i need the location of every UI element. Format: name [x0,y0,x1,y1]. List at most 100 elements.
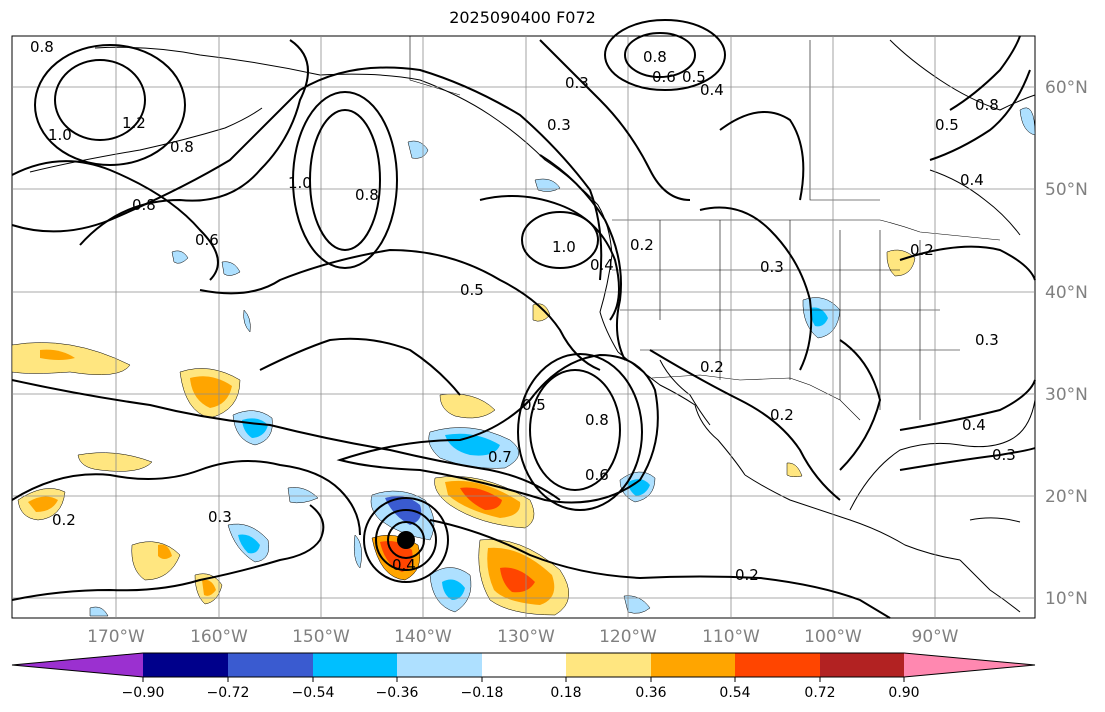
contour-line [539,154,626,361]
contour-label: 0.3 [547,116,571,134]
contour-line [839,339,882,471]
colorbar-segment [397,653,482,677]
contour-label: 0.3 [760,258,784,276]
contour-line [11,66,603,281]
anomaly-patch [534,178,561,192]
contour-line [539,39,691,201]
contour-label: 0.2 [630,236,654,254]
contour-label: 0.8 [355,186,379,204]
contour-line [11,160,219,281]
contour-label: 0.4 [700,81,724,99]
contour-label: 1.2 [122,114,146,132]
contour-line [699,206,813,371]
border-canada-north [809,40,880,201]
contour-label: 0.2 [52,511,76,529]
colorbar-tick-label: −0.36 [376,685,419,701]
longitude-label: 120°W [599,627,657,647]
coastline-canada-east [889,39,1036,111]
anomaly-patch [28,496,58,512]
coastline-mexico [744,474,961,561]
contour-label: 0.4 [962,416,986,434]
coastline-gulf [849,399,1036,511]
colorbar-tick-label: 0.18 [550,685,581,701]
contour-line [949,35,1021,111]
coastline-central-america [959,559,1021,613]
anomaly-patch [623,595,651,614]
contour-label: 0.8 [643,48,667,66]
contour-line [624,32,696,78]
longitude-label: 110°W [702,627,760,647]
contour-line [375,509,437,571]
shaded-anomalies [11,107,1036,617]
latitude-label: 40°N [1045,283,1088,303]
anomaly-patch [40,349,75,360]
contour-label: 0.2 [770,406,794,424]
latitude-label: 30°N [1045,385,1088,405]
anomaly-patch [202,579,216,596]
anomaly-patch [532,303,551,322]
contour-label: 0.4 [960,171,984,189]
contour-label: 0.6 [585,466,609,484]
contour-line [363,497,449,583]
contour-label: 0.2 [700,358,724,376]
contour-label-group: 0.8 1.0 1.2 0.8 0.6 1.0 0.8 0.5 0.3 0.3 … [30,38,1016,584]
anomaly-patch [190,376,232,408]
longitude-label: 130°W [497,627,555,647]
colorbar-tick-label: −0.54 [292,685,335,701]
contour-line [387,521,425,559]
contour-line [34,44,186,166]
contour-line [11,504,325,601]
contour-label: 0.8 [170,138,194,156]
contour-label: 0.5 [522,396,546,414]
colorbar-segment [651,653,735,677]
colorbar-tick-label: 0.36 [635,685,666,701]
contour-label: 0.3 [992,446,1016,464]
contour-line [517,353,643,511]
colorbar-segment [143,653,228,677]
contour-label: 0.3 [975,331,999,349]
anomaly-patch [628,479,650,496]
colorbar-segment [735,653,820,677]
contour-lines [11,19,1036,619]
contour-line [309,109,381,251]
anomaly-patch [89,606,109,617]
border-alaska-canada [409,36,461,96]
map-frame [11,35,1036,619]
contour-line [11,460,361,536]
latitude-label: 10°N [1045,589,1088,609]
contour-label: 0.3 [565,74,589,92]
coastlines [29,39,1036,613]
colorbar-tick-label: −0.18 [461,685,504,701]
colorbar-segment [313,653,397,677]
border-states-2 [612,269,960,351]
latitude-label: 60°N [1045,78,1088,98]
contour-label: 0.2 [910,241,934,259]
coastline-baja-gulf [659,359,711,426]
anomaly-patch [460,487,502,510]
colorbar-segment [482,653,566,677]
contour-line [649,349,841,501]
anomaly-patch [810,307,828,327]
colorbar-tick-label: 0.54 [719,685,750,701]
latitude-label: 50°N [1045,180,1088,200]
coastline-cuba [969,517,1021,523]
anomaly-patch [158,544,172,559]
graticule [12,36,1035,618]
political-borders [409,36,1001,421]
contour-label: 0.7 [488,448,512,466]
longitude-label: 150°W [292,627,350,647]
anomaly-patch [442,579,465,600]
longitude-label: 170°W [87,627,145,647]
contour-line [292,91,398,269]
anomaly-patch [238,534,260,554]
longitude-label: 140°W [394,627,452,647]
anomaly-patch [287,487,319,504]
anomaly-patch [1019,107,1036,136]
contour-label: 1.0 [288,174,312,192]
anomaly-patch [77,452,153,472]
contour-line [429,519,891,619]
colorbar-tick-label: 0.90 [888,685,919,701]
coastline-pacific-nw [599,254,619,353]
longitude-label: 160°W [190,627,248,647]
contour-line [899,379,1036,431]
